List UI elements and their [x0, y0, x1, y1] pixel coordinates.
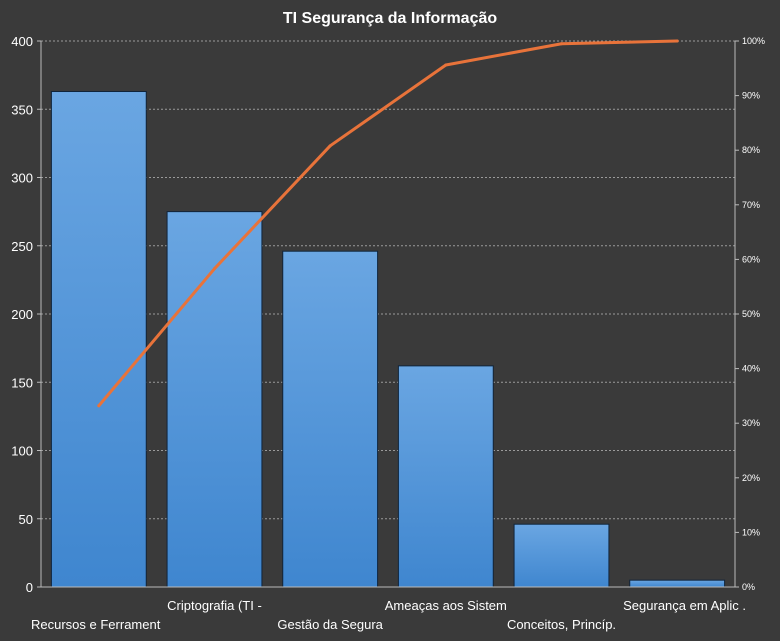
y-tick-label: 300: [11, 171, 33, 186]
y2-tick-label: 100%: [742, 36, 765, 46]
y2-tick-label: 20%: [742, 473, 760, 483]
y2-tick-label: 90%: [742, 91, 760, 101]
y-tick-label: 150: [11, 375, 33, 390]
chart-title: TI Segurança da Informação: [283, 10, 498, 27]
x-tick-label: Ameaças aos Sistem: [385, 598, 507, 613]
y2-tick-label: 50%: [742, 309, 760, 319]
x-tick-label: Gestão da Segura: [277, 617, 383, 632]
cumulative-point: [444, 63, 448, 67]
y-tick-label: 350: [11, 102, 33, 117]
y-tick-label: 50: [19, 512, 33, 527]
y2-tick-label: 10%: [742, 527, 760, 537]
bar: [282, 250, 379, 588]
bar: [629, 579, 726, 588]
bar: [50, 91, 147, 588]
y-tick-label: 250: [11, 239, 33, 254]
x-tick-label: Criptografia (TI -: [167, 598, 262, 613]
cumulative-line: [97, 39, 679, 408]
cumulative-point: [213, 267, 216, 271]
y2-tick-label: 60%: [742, 254, 760, 264]
bars: [50, 91, 726, 588]
bar: [513, 523, 610, 588]
x-tick-label: Conceitos, Princíp.: [507, 617, 616, 632]
y-axis-left: 0 50 100 150 200 250 300 350 400: [11, 34, 42, 595]
cumulative-point: [560, 42, 563, 46]
cumulative-point: [675, 39, 679, 43]
y2-tick-label: 0%: [742, 582, 755, 592]
x-axis: Recursos e Ferrament Criptografia (TI - Ge…: [31, 586, 746, 632]
bar: [397, 365, 494, 588]
cumulative-point: [328, 144, 332, 148]
x-tick-label: Recursos e Ferrament: [31, 617, 161, 632]
y-tick-label: 400: [11, 34, 33, 49]
y-tick-label: 0: [26, 580, 33, 595]
y2-tick-label: 80%: [742, 145, 760, 155]
x-tick-label: Segurança em Aplic .: [623, 598, 746, 613]
y-axis-right: 0% 10% 20% 30% 40% 50% 60% 70% 80% 90% 100%: [734, 36, 765, 592]
y2-tick-label: 30%: [742, 418, 760, 428]
cumulative-polyline: [97, 39, 679, 408]
y2-tick-label: 40%: [742, 364, 760, 374]
y-tick-label: 100: [11, 444, 33, 459]
y-tick-label: 200: [11, 307, 33, 322]
y2-tick-label: 70%: [742, 200, 760, 210]
cumulative-point: [97, 404, 101, 408]
